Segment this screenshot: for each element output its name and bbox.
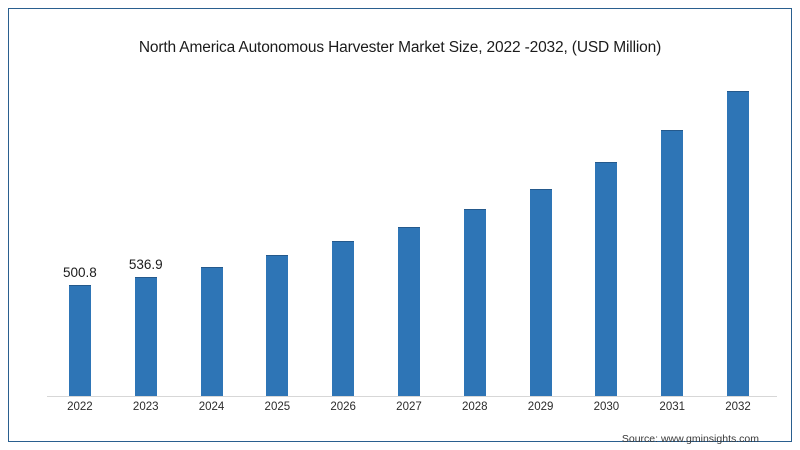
- plot-area: 500.8 536.9: [47, 79, 771, 397]
- bar-slot: [310, 79, 376, 397]
- bar[interactable]: [595, 161, 618, 397]
- x-tick-2030: 2030: [593, 401, 620, 413]
- bar-slot: 500.8: [47, 79, 113, 397]
- x-tick-2029: 2029: [527, 401, 554, 413]
- x-axis-tick-labels: 2022 2023 2024 2025 2026 2027 2028 2029 2030 2031…: [47, 401, 771, 423]
- x-tick-2032: 2032: [725, 401, 751, 413]
- x-axis-line: [47, 396, 777, 397]
- bar[interactable]: [200, 266, 223, 397]
- x-tick-2022: 2022: [67, 401, 93, 413]
- chart-frame: North America Autonomous Harvester Marke…: [8, 8, 792, 445]
- x-tick-2028: 2028: [461, 401, 488, 413]
- bar-slot: [574, 79, 640, 397]
- bar[interactable]: [68, 285, 91, 397]
- bar[interactable]: [529, 189, 552, 397]
- bar-slot: [244, 79, 310, 397]
- x-tick-2025: 2025: [264, 401, 291, 413]
- chart-title: North America Autonomous Harvester Marke…: [138, 39, 662, 56]
- bar[interactable]: [397, 227, 420, 397]
- bar-slot: [376, 79, 442, 397]
- bar-series: 500.8 536.9: [47, 79, 771, 397]
- bar-slot: [508, 79, 574, 397]
- bar[interactable]: [727, 91, 750, 397]
- x-tick-2026: 2026: [330, 401, 356, 413]
- bar[interactable]: [266, 255, 289, 397]
- bar[interactable]: [134, 276, 157, 397]
- bar-value-label: 536.9: [128, 256, 163, 272]
- bar-slot: 536.9: [113, 79, 179, 397]
- x-tick-2024: 2024: [198, 401, 225, 413]
- bar[interactable]: [463, 208, 486, 397]
- bar[interactable]: [332, 240, 355, 397]
- x-tick-2027: 2027: [396, 401, 422, 413]
- x-tick-2023: 2023: [132, 401, 159, 413]
- bar-slot: [639, 79, 705, 397]
- source-note: Source: www.gminsights.com: [621, 433, 759, 445]
- x-tick-2031: 2031: [659, 401, 686, 413]
- bar-slot: [179, 79, 245, 397]
- bar[interactable]: [661, 130, 684, 397]
- bar-value-label: 500.8: [63, 265, 97, 281]
- bar-slot: [442, 79, 508, 397]
- bar-slot: [705, 79, 771, 397]
